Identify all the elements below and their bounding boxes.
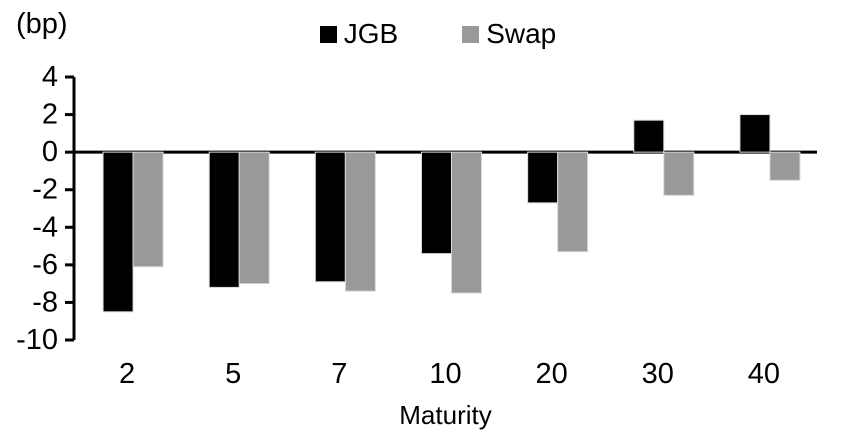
legend-label-swap: Swap [486,18,557,49]
bar-swap-10 [451,151,482,294]
bar-jgb-10 [421,151,452,255]
x-axis-title: Maturity [399,400,491,430]
x-tick-label: 10 [429,358,461,390]
y-axis-unit-label: (bp) [16,8,68,40]
legend-swatch-swap [462,25,480,43]
y-tick-label: 4 [42,61,58,93]
legend-item-jgb: JGB [319,18,399,49]
legend-swatch-jgb [319,25,337,43]
bar-swap-2 [132,151,164,268]
bar-jgb-30 [633,119,665,153]
bar-jgb-20 [527,151,559,204]
bar-jgb-5 [208,151,240,288]
x-tick-label: 40 [748,358,780,390]
bar-jgb-7 [314,151,346,283]
x-tick-label: 7 [331,358,347,390]
y-tick-label: 2 [42,99,58,131]
y-tick-label: -8 [32,286,58,318]
y-tick-label: -10 [16,324,58,356]
x-tick-label: 30 [642,358,674,390]
x-tick-label: 5 [225,358,241,390]
bar-swap-30 [663,151,695,196]
bar-swap-40 [769,151,801,181]
bar-jgb-2 [102,151,134,313]
y-tick-label: -2 [32,174,58,206]
legend: JGB Swap [0,20,852,48]
legend-item-swap: Swap [462,20,556,48]
legend-label-jgb: JGB [343,18,399,49]
bar-swap-20 [557,151,589,253]
x-tick-label: 2 [119,358,135,390]
y-tick-label: -6 [32,249,58,281]
bar-swap-5 [238,151,270,285]
bar-jgb-40 [739,114,771,153]
y-tick-label: -4 [32,211,58,243]
x-tick-label: 20 [536,358,568,390]
y-tick-label: 0 [42,136,58,168]
bar-swap-7 [344,151,376,292]
